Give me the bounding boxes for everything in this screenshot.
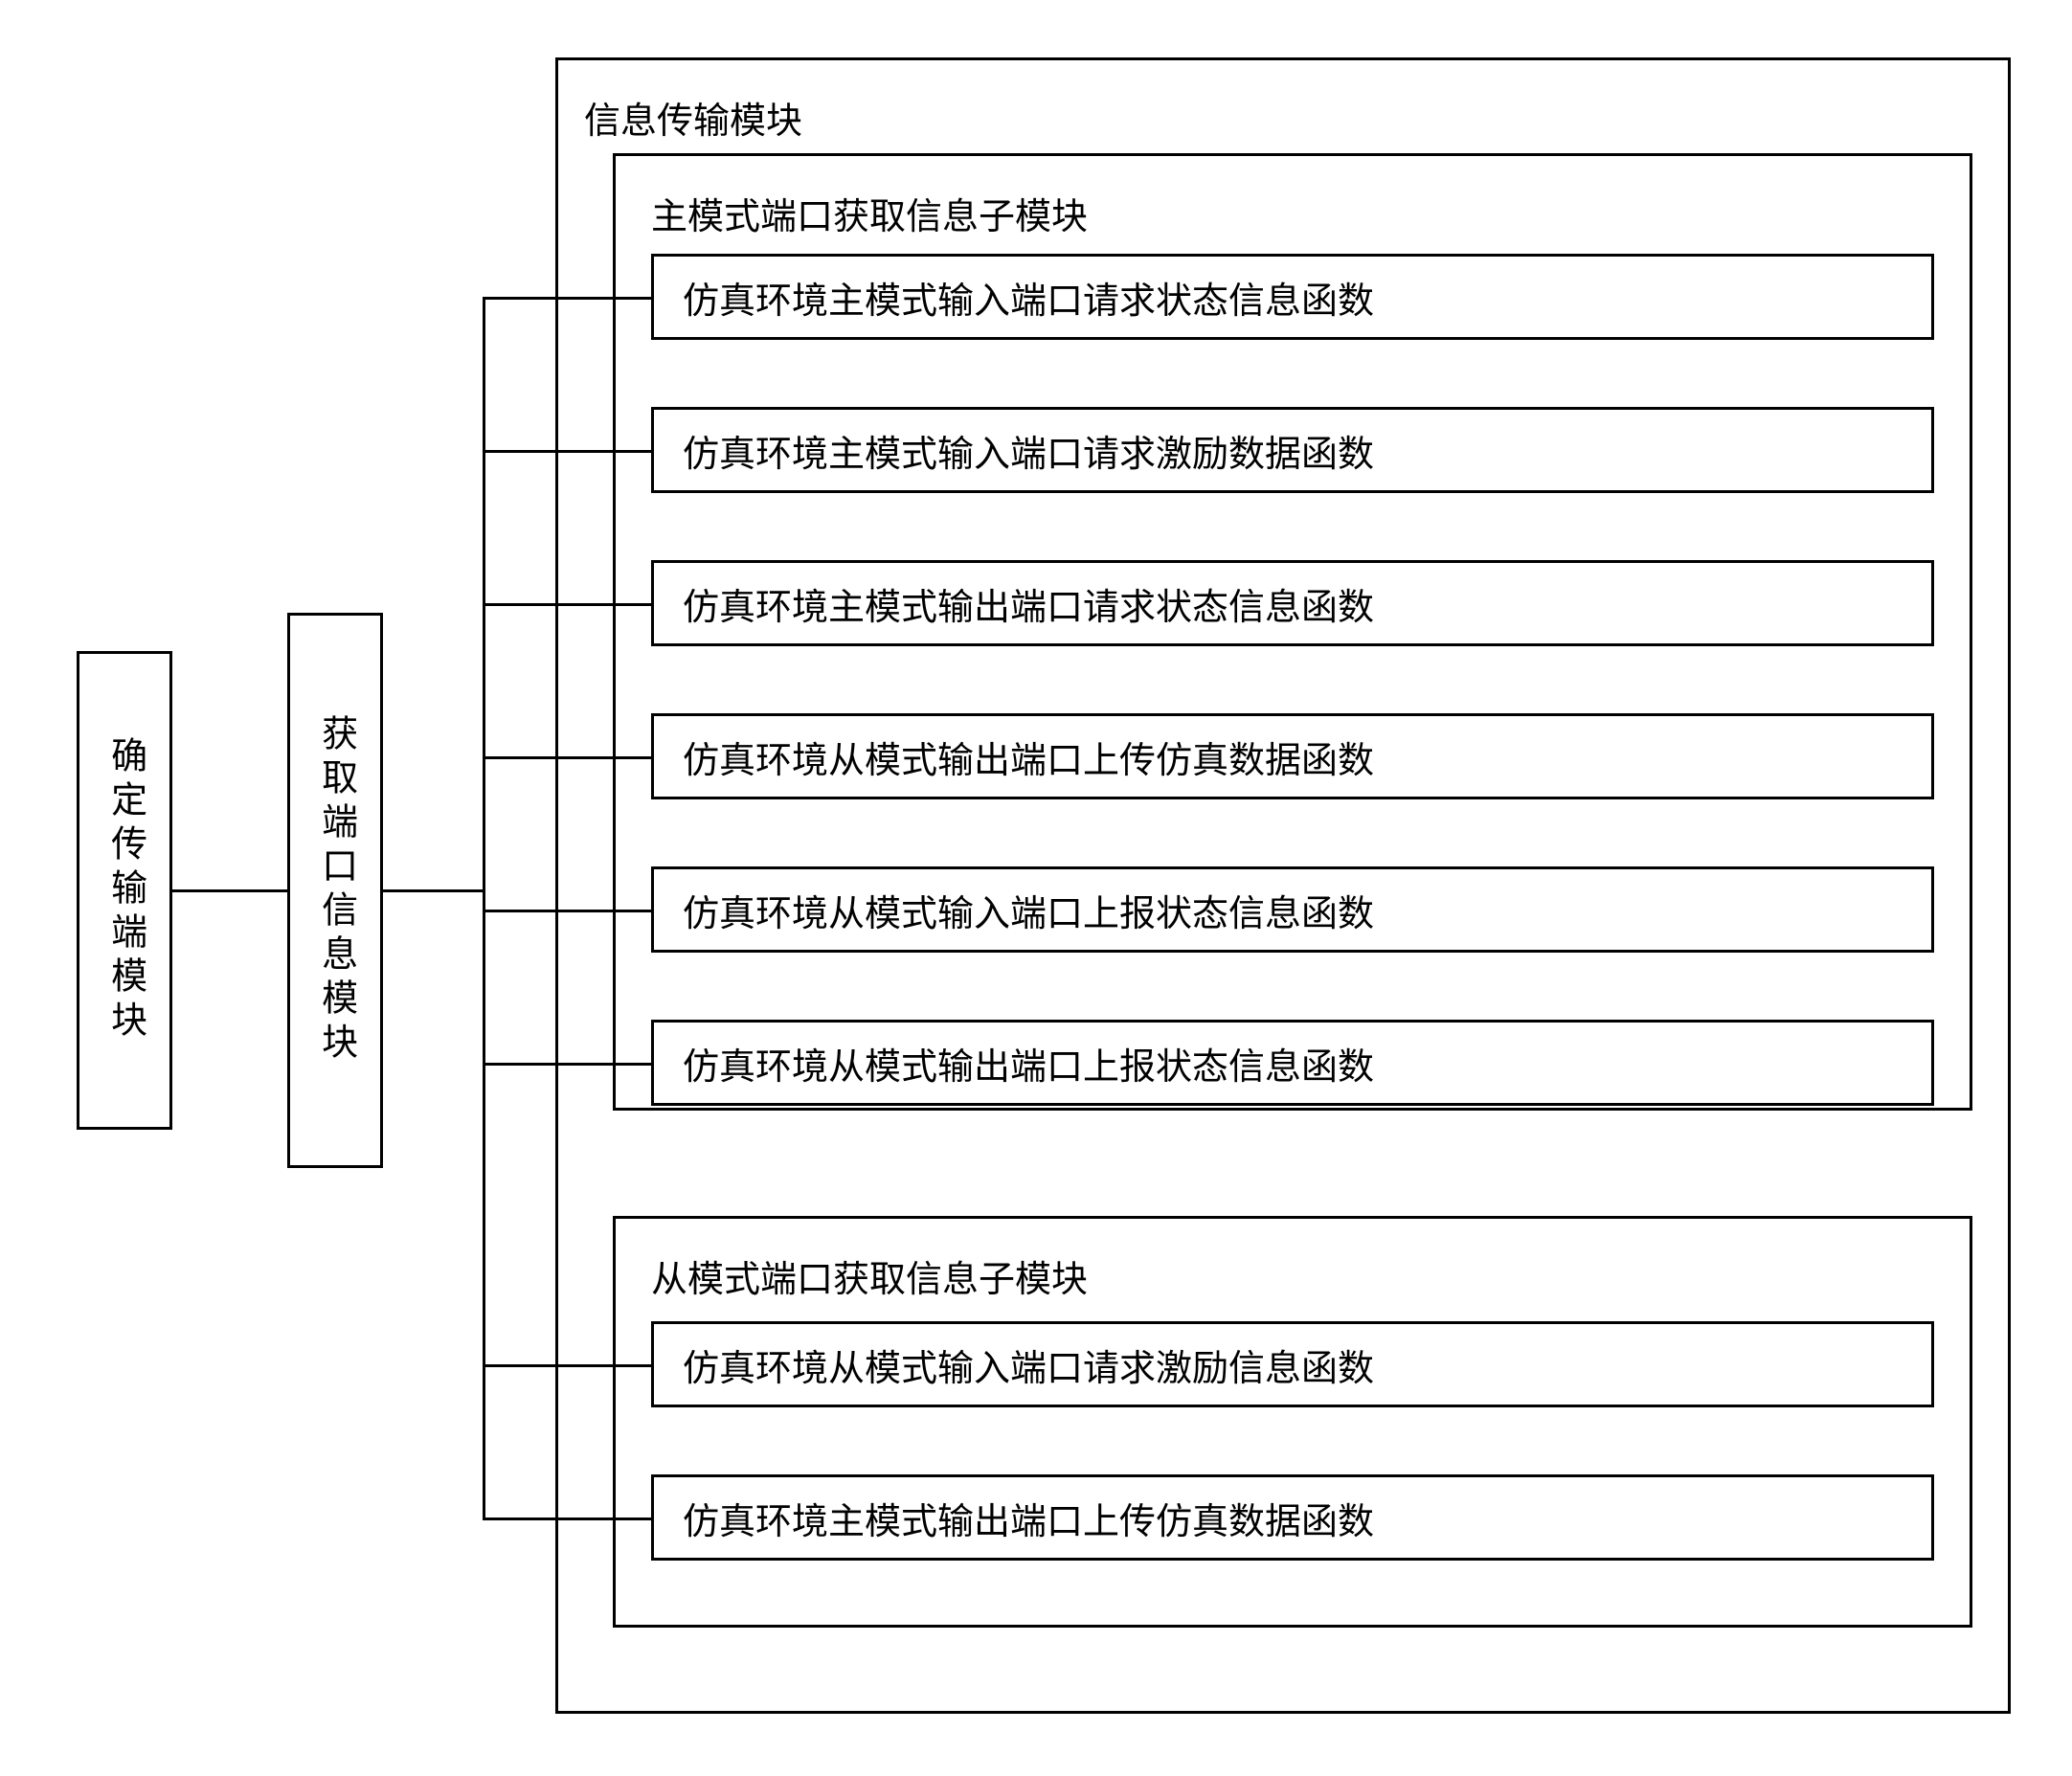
function-label: 仿真环境从模式输入端口请求激励信息函数 [683,1338,1374,1391]
function-label: 仿真环境从模式输出端口上报状态信息函数 [683,1037,1374,1090]
module1-label: 确定传输端模块 [99,736,149,1045]
connector-branch [484,603,651,606]
diagram-canvas: 确定传输端模块 获取端口信息模块 信息传输模块 主模式端口获取信息子模块 仿真环… [38,38,2034,1738]
function-box: 仿真环境从模式输出端口上报状态信息函数 [651,1020,1934,1106]
module-get-port-info: 获取端口信息模块 [287,613,383,1168]
connector-trunk [483,297,485,1520]
function-label: 仿真环境从模式输出端口上传仿真数据函数 [683,731,1374,783]
connector-branch [484,1364,651,1367]
function-box: 仿真环境主模式输入端口请求激励数据函数 [651,407,1934,493]
function-label: 仿真环境主模式输入端口请求激励数据函数 [683,424,1374,477]
function-label: 仿真环境主模式输出端口请求状态信息函数 [683,577,1374,630]
function-box: 仿真环境从模式输入端口上报状态信息函数 [651,866,1934,953]
function-box: 仿真环境主模式输出端口上传仿真数据函数 [651,1474,1934,1561]
submodule1-title: 主模式端口获取信息子模块 [651,187,1088,239]
connector-branch [484,450,651,453]
function-box: 仿真环境从模式输入端口请求激励信息函数 [651,1321,1934,1407]
connector-branch [484,1063,651,1066]
connector-line [172,889,287,892]
function-label: 仿真环境主模式输入端口请求状态信息函数 [683,271,1374,324]
connector-branch [484,910,651,912]
outer-module-title: 信息传输模块 [584,91,802,144]
function-label: 仿真环境从模式输入端口上报状态信息函数 [683,884,1374,936]
function-box: 仿真环境从模式输出端口上传仿真数据函数 [651,713,1934,799]
function-label: 仿真环境主模式输出端口上传仿真数据函数 [683,1492,1374,1544]
module-determine-transmission: 确定传输端模块 [77,651,172,1130]
connector-branch [484,297,651,300]
submodule2-title: 从模式端口获取信息子模块 [651,1249,1088,1302]
connector-line [383,889,484,892]
module2-label: 获取端口信息模块 [309,714,360,1067]
connector-branch [484,1517,651,1520]
function-box: 仿真环境主模式输出端口请求状态信息函数 [651,560,1934,646]
connector-branch [484,756,651,759]
function-box: 仿真环境主模式输入端口请求状态信息函数 [651,254,1934,340]
